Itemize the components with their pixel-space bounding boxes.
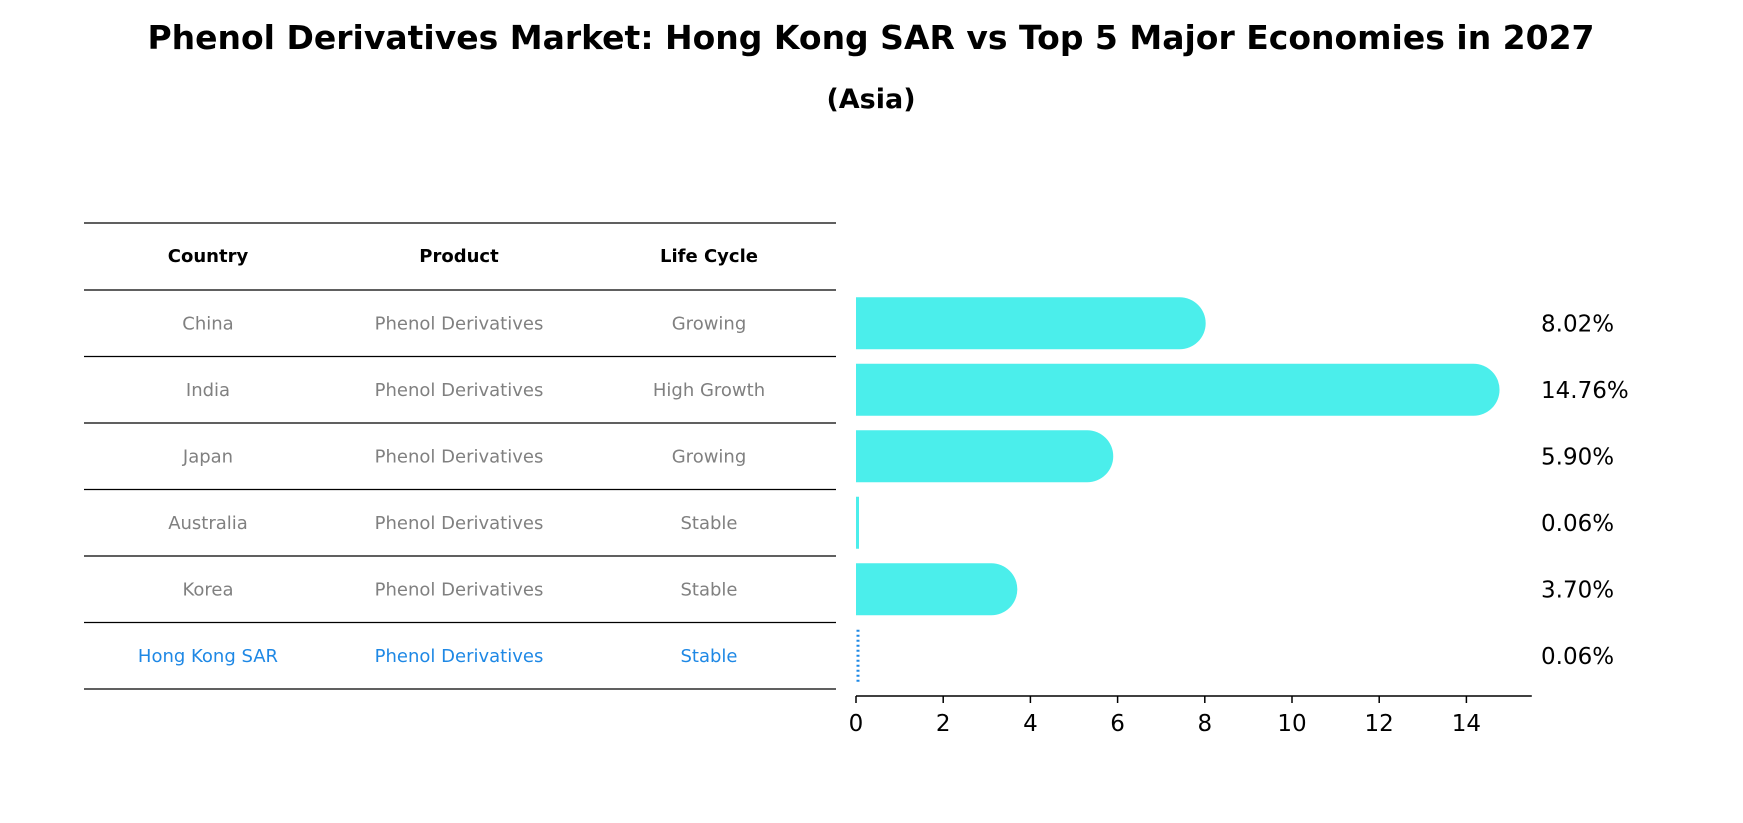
- header-country: Country: [168, 246, 249, 267]
- x-tick-label: 12: [1365, 711, 1394, 737]
- x-axis: 0 2 4 6 8 10 12 14: [849, 695, 1532, 737]
- x-tick-label: 8: [1197, 711, 1212, 737]
- table-cell-country: China: [182, 313, 233, 334]
- table-cell-country: Australia: [168, 513, 248, 534]
- table-cell-country: Japan: [182, 446, 233, 467]
- data-table: Country Product Life Cycle China Phenol Deri…: [84, 222, 836, 690]
- bar: [856, 430, 1114, 483]
- x-tick-label: 10: [1277, 711, 1306, 737]
- table-cell-life-cycle: High Growth: [653, 380, 765, 401]
- bar-value-label: 0.06%: [1541, 511, 1614, 537]
- chart-subtitle: (Asia): [826, 84, 915, 115]
- bar-value-label: 14.76%: [1541, 378, 1629, 404]
- x-tick-label: 14: [1452, 711, 1481, 737]
- x-tick-label: 0: [849, 711, 864, 737]
- bar-value-label: 3.70%: [1541, 577, 1614, 603]
- table-cell-life-cycle: Growing: [672, 446, 747, 467]
- table-cell-country: Hong Kong SAR: [138, 646, 278, 667]
- bar: [856, 363, 1500, 416]
- bar: [856, 563, 1018, 616]
- table-cell-product: Phenol Derivatives: [375, 446, 544, 467]
- bar: [856, 496, 859, 549]
- table-cell-life-cycle: Stable: [680, 579, 737, 600]
- table-cell-product: Phenol Derivatives: [375, 313, 544, 334]
- bar-value-label: 5.90%: [1541, 444, 1614, 470]
- bar-value-label: 8.02%: [1541, 311, 1614, 337]
- table-cell-life-cycle: Stable: [680, 646, 737, 667]
- bar-series: 8.02% 14.76% 5.90% 0.06% 3.70% 0.06%: [856, 297, 1629, 682]
- x-tick-label: 6: [1110, 711, 1125, 737]
- table-cell-life-cycle: Growing: [672, 313, 747, 334]
- table-cell-product: Phenol Derivatives: [375, 380, 544, 401]
- table-cell-country: India: [186, 380, 230, 401]
- bar-value-label: 0.06%: [1541, 644, 1614, 670]
- x-tick-label: 4: [1023, 711, 1038, 737]
- x-tick-label: 2: [936, 711, 951, 737]
- bar: [856, 297, 1206, 350]
- header-product: Product: [419, 246, 499, 267]
- table-cell-life-cycle: Stable: [680, 513, 737, 534]
- table-cell-product: Phenol Derivatives: [375, 579, 544, 600]
- header-life-cycle: Life Cycle: [660, 246, 758, 267]
- chart-title: Phenol Derivatives Market: Hong Kong SAR…: [147, 18, 1594, 57]
- table-cell-product: Phenol Derivatives: [375, 513, 544, 534]
- table-cell-country: Korea: [182, 579, 233, 600]
- table-cell-product: Phenol Derivatives: [375, 646, 544, 667]
